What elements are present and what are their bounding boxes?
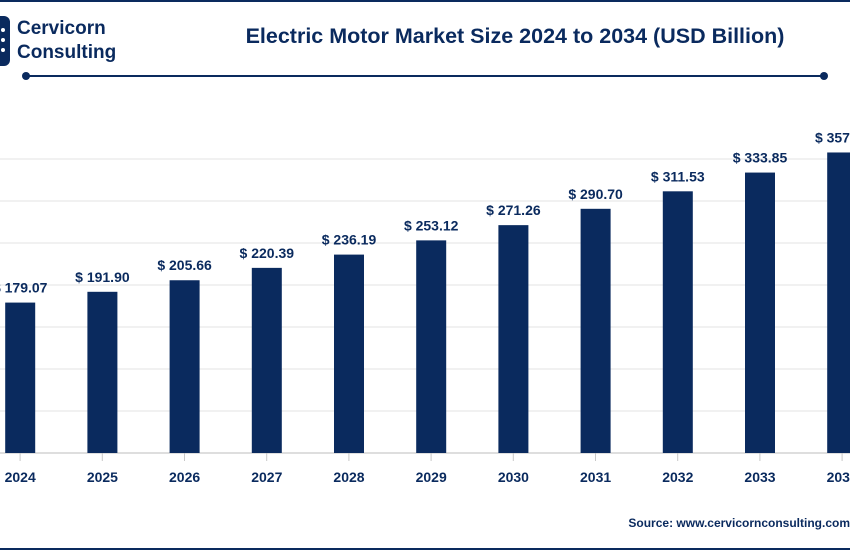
bar-2025 xyxy=(87,291,118,453)
bar-2026 xyxy=(169,280,200,453)
x-tick-label-2027: 2027 xyxy=(251,469,282,485)
value-label-2025: $ 191.90 xyxy=(75,269,130,285)
x-tick-label-2031: 2031 xyxy=(580,469,611,485)
x-tick-label-2028: 2028 xyxy=(333,469,364,485)
value-label-2030: $ 271.26 xyxy=(486,202,541,218)
source-note: Source: www.cervicornconsulting.com xyxy=(628,516,850,530)
bar-2033 xyxy=(745,172,775,453)
title-divider xyxy=(22,72,828,80)
brand-name-line2: Consulting xyxy=(17,42,117,63)
brand-logo: Cervicorn Consulting xyxy=(0,12,130,70)
bar-2029 xyxy=(416,240,447,453)
value-label-2034: $ 357.77 xyxy=(815,129,850,145)
x-tick-label-2030: 2030 xyxy=(498,469,529,485)
bar-2027 xyxy=(251,267,282,453)
chart-title: Electric Motor Market Size 2024 to 2034 … xyxy=(245,24,785,48)
logo-mark-icon xyxy=(0,16,10,66)
value-label-2031: $ 290.70 xyxy=(568,186,623,202)
x-tick-label-2025: 2025 xyxy=(87,469,118,485)
value-label-2028: $ 236.19 xyxy=(322,232,377,248)
bar-2034 xyxy=(827,152,850,453)
bar-2024 xyxy=(5,302,36,453)
value-label-2033: $ 333.85 xyxy=(733,150,788,166)
value-label-2029: $ 253.12 xyxy=(404,217,459,233)
value-label-2032: $ 311.53 xyxy=(651,168,705,184)
bar-2032 xyxy=(662,191,693,453)
x-tick-label-2029: 2029 xyxy=(416,469,447,485)
x-tick-label-2033: 2033 xyxy=(744,469,775,485)
brand-name-line1: Cervicorn xyxy=(17,18,106,39)
bar-2028 xyxy=(334,254,364,453)
x-tick-label-2024: 2024 xyxy=(5,469,36,485)
bar-chart: $ 179.07 2024 $ 191.90 2025 $ 205.66 2026 $ 22… xyxy=(0,129,850,485)
value-label-2026: $ 205.66 xyxy=(157,257,212,273)
value-label-2024: $ 179.07 xyxy=(0,280,48,296)
value-label-2027: $ 220.39 xyxy=(240,245,295,261)
bar-2030 xyxy=(498,225,529,453)
x-tick-label-2032: 2032 xyxy=(662,469,693,485)
x-tick-label-2034: 2034 xyxy=(827,469,850,485)
bar-2031 xyxy=(580,208,611,453)
x-tick-label-2026: 2026 xyxy=(169,469,200,485)
